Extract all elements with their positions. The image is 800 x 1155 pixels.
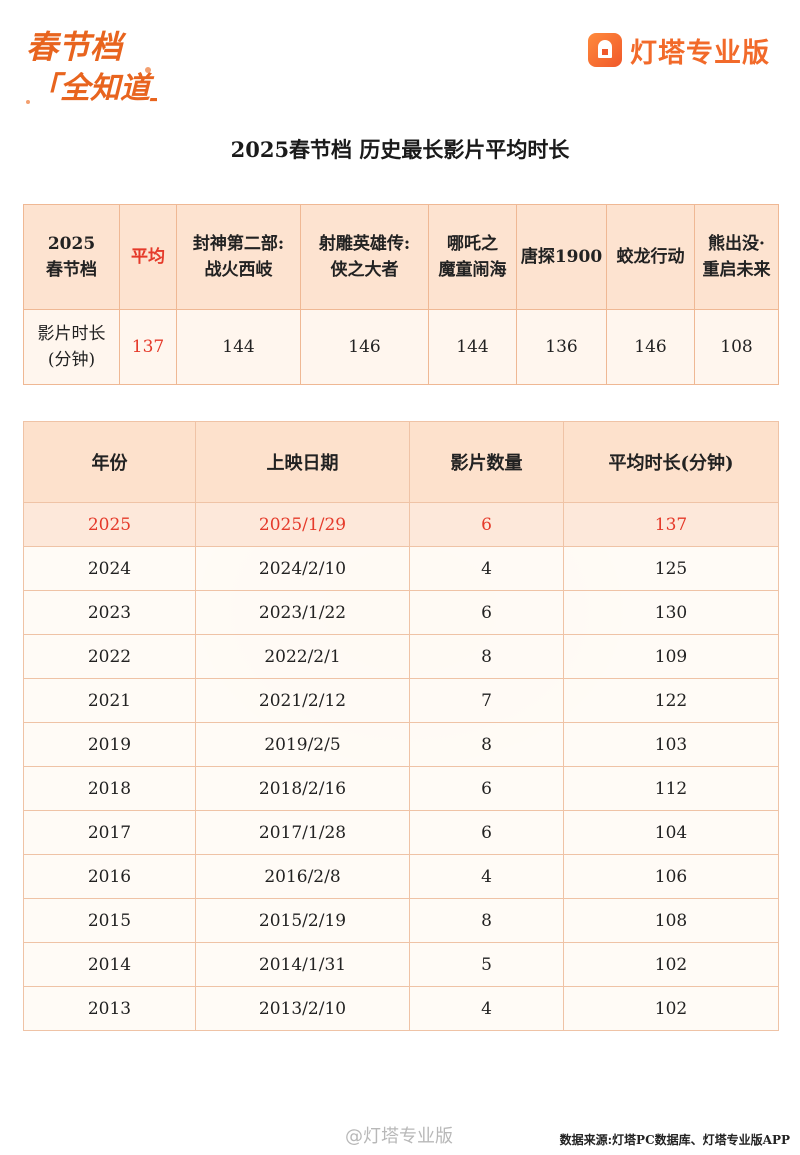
brand-name: 灯塔专业版 <box>630 37 770 69</box>
cell-year: 2023 <box>23 590 196 635</box>
cell-film-count: 4 <box>409 546 564 591</box>
table-row: 2022 2022/2/1 8 109 <box>23 634 779 679</box>
table-row: 2016 2016/2/8 4 106 <box>23 854 779 899</box>
cell-average-duration: 130 <box>563 590 779 635</box>
cell-release-date: 2015/2/19 <box>195 898 410 943</box>
summary-value: 108 <box>694 309 779 385</box>
svg-text:春节档: 春节档 <box>26 28 127 66</box>
table-row: 2017 2017/1/28 6 104 <box>23 810 779 855</box>
cell-year: 2017 <box>23 810 196 855</box>
summary-row-label: 影片时长 (分钟) <box>23 309 120 385</box>
svg-text:「全知道」: 「全知道」 <box>30 71 157 106</box>
cell-average-duration: 108 <box>563 898 779 943</box>
summary-col-film: 封神第二部: 战火西岐 <box>176 204 301 310</box>
cell-release-date: 2017/1/28 <box>195 810 410 855</box>
cell-release-date: 2025/1/29 <box>195 502 410 547</box>
history-header-row: 年份 上映日期 影片数量 平均时长(分钟) <box>23 421 779 503</box>
table-row: 2019 2019/2/5 8 103 <box>23 722 779 767</box>
cell-release-date: 2014/1/31 <box>195 942 410 987</box>
cell-average-duration: 102 <box>563 986 779 1031</box>
cell-year: 2021 <box>23 678 196 723</box>
cell-film-count: 6 <box>409 810 564 855</box>
cell-release-date: 2022/2/1 <box>195 634 410 679</box>
cell-film-count: 5 <box>409 942 564 987</box>
cell-average-duration: 125 <box>563 546 779 591</box>
cell-release-date: 2019/2/5 <box>195 722 410 767</box>
cell-release-date: 2016/2/8 <box>195 854 410 899</box>
cell-film-count: 4 <box>409 854 564 899</box>
cell-year: 2014 <box>23 942 196 987</box>
cell-average-duration: 122 <box>563 678 779 723</box>
cell-average-duration: 102 <box>563 942 779 987</box>
header-release-date: 上映日期 <box>195 421 410 503</box>
cell-release-date: 2023/1/22 <box>195 590 410 635</box>
summary-col-film: 射雕英雄传: 侠之大者 <box>300 204 429 310</box>
cell-year: 2024 <box>23 546 196 591</box>
header-average-duration: 平均时长(分钟) <box>563 421 779 503</box>
cell-year: 2015 <box>23 898 196 943</box>
summary-value: 144 <box>428 309 517 385</box>
cell-release-date: 2018/2/16 <box>195 766 410 811</box>
cell-year: 2016 <box>23 854 196 899</box>
summary-table: 2025 春节档 平均 封神第二部: 战火西岐 射雕英雄传: 侠之大者 哪吒之 … <box>23 204 779 385</box>
header-year: 年份 <box>23 421 196 503</box>
cell-average-duration: 106 <box>563 854 779 899</box>
summary-value: 146 <box>606 309 695 385</box>
summary-corner-cell: 2025 春节档 <box>23 204 120 310</box>
table-row: 2013 2013/2/10 4 102 <box>23 986 779 1031</box>
history-table: 年份 上映日期 影片数量 平均时长(分钟) 2025 2025/1/29 6 137 2… <box>23 421 779 1031</box>
table-row: 2025 2025/1/29 6 137 <box>23 502 779 547</box>
cell-release-date: 2024/2/10 <box>195 546 410 591</box>
summary-col-film: 熊出没· 重启未来 <box>694 204 779 310</box>
cell-year: 2025 <box>23 502 196 547</box>
cell-release-date: 2013/2/10 <box>195 986 410 1031</box>
page-title: 2025春节档 历史最长影片平均时长 <box>230 137 570 162</box>
summary-value-average: 137 <box>119 309 177 385</box>
cell-film-count: 8 <box>409 722 564 767</box>
table-row: 2021 2021/2/12 7 122 <box>23 678 779 723</box>
table-row: 2023 2023/1/22 6 130 <box>23 590 779 635</box>
header-film-count: 影片数量 <box>409 421 564 503</box>
summary-value: 146 <box>300 309 429 385</box>
cell-average-duration: 112 <box>563 766 779 811</box>
cell-film-count: 6 <box>409 766 564 811</box>
cell-year: 2022 <box>23 634 196 679</box>
summary-col-film: 蛟龙行动 <box>606 204 695 310</box>
cell-film-count: 7 <box>409 678 564 723</box>
cell-year: 2013 <box>23 986 196 1031</box>
summary-value: 136 <box>516 309 607 385</box>
summary-value-row: 影片时长 (分钟) 137 144 146 144 136 146 108 <box>23 309 779 385</box>
history-body: 2025 2025/1/29 6 137 2024 2024/2/10 4 125 2023 20… <box>23 502 779 1031</box>
summary-col-film: 唐探1900 <box>516 204 607 310</box>
summary-header-row: 2025 春节档 平均 封神第二部: 战火西岐 射雕英雄传: 侠之大者 哪吒之 … <box>23 204 779 310</box>
cell-film-count: 6 <box>409 502 564 547</box>
table-row: 2014 2014/1/31 5 102 <box>23 942 779 987</box>
footer-watermark: @灯塔专业版 <box>345 1126 453 1147</box>
table-row: 2018 2018/2/16 6 112 <box>23 766 779 811</box>
cell-year: 2018 <box>23 766 196 811</box>
cell-film-count: 6 <box>409 590 564 635</box>
table-row: 2015 2015/2/19 8 108 <box>23 898 779 943</box>
table-row: 2024 2024/2/10 4 125 <box>23 546 779 591</box>
summary-value: 144 <box>176 309 301 385</box>
cell-average-duration: 109 <box>563 634 779 679</box>
cell-release-date: 2021/2/12 <box>195 678 410 723</box>
cell-average-duration: 104 <box>563 810 779 855</box>
cell-average-duration: 103 <box>563 722 779 767</box>
spring-festival-logo: 春节档 「全知道」 <box>26 28 157 106</box>
cell-film-count: 8 <box>409 898 564 943</box>
cell-film-count: 8 <box>409 634 564 679</box>
cell-film-count: 4 <box>409 986 564 1031</box>
summary-col-film: 哪吒之 魔童闹海 <box>428 204 517 310</box>
cell-year: 2019 <box>23 722 196 767</box>
data-source-note: 数据来源:灯塔PC数据库、灯塔专业版APP <box>559 1133 790 1147</box>
cell-average-duration: 137 <box>563 502 779 547</box>
summary-col-average: 平均 <box>119 204 177 310</box>
lighthouse-icon <box>588 33 622 67</box>
brand-logo: 灯塔专业版 <box>588 30 770 70</box>
